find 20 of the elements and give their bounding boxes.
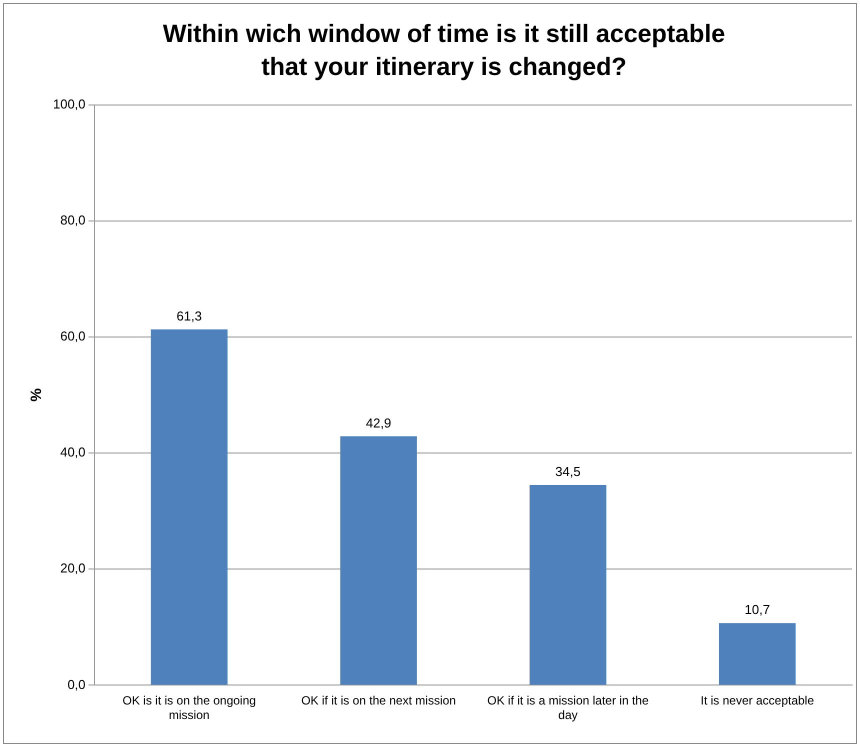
x-tick-label: OK if it is on the next mission bbox=[301, 694, 456, 708]
data-label: 61,3 bbox=[176, 308, 202, 324]
y-axis-title: % bbox=[28, 388, 46, 402]
y-tick-label: 40,0 bbox=[60, 444, 86, 460]
y-tick-label: 20,0 bbox=[60, 560, 86, 576]
data-label: 10,7 bbox=[744, 602, 770, 618]
y-tick-label: 80,0 bbox=[60, 212, 86, 228]
data-label: 42,9 bbox=[366, 415, 392, 430]
bar bbox=[340, 436, 417, 685]
y-tick-label: 0,0 bbox=[67, 676, 86, 692]
x-tick-label: It is never acceptable bbox=[700, 694, 814, 708]
y-tick-label: 100,0 bbox=[52, 96, 86, 112]
bar bbox=[718, 623, 796, 685]
x-tick-label: OK if it is a mission later in the day bbox=[487, 694, 649, 722]
y-tick-label: 60,0 bbox=[60, 328, 86, 344]
chart-title: Within wich window of time is it still acceptable that your itinerary is changed? bbox=[162, 19, 726, 83]
data-label: 34,5 bbox=[555, 464, 581, 480]
bar bbox=[530, 484, 606, 685]
bar bbox=[150, 329, 228, 685]
x-tick-label: OK is it is on the ongoing mission bbox=[122, 694, 256, 722]
